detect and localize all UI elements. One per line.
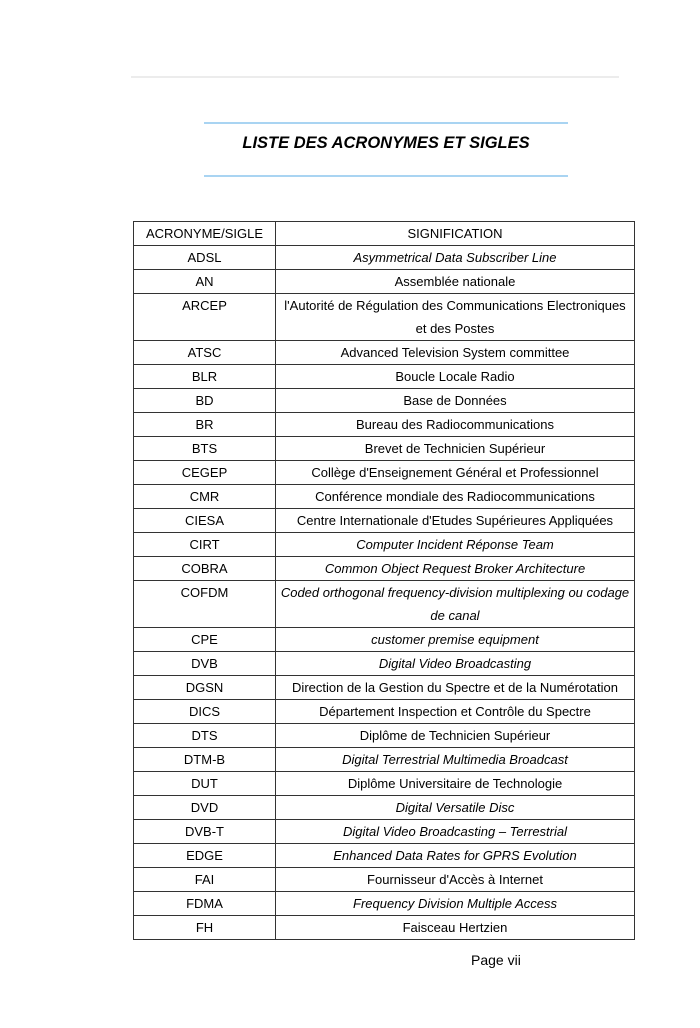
page-number: Page vii	[471, 952, 521, 968]
meaning-cell: Centre Internationale d'Etudes Supérieur…	[275, 508, 635, 533]
table-row: FAI Fournisseur d'Accès à Internet	[133, 867, 635, 892]
table-row: CIESA Centre Internationale d'Etudes Supé…	[133, 508, 635, 533]
meaning-cell: Fournisseur d'Accès à Internet	[275, 867, 635, 892]
acronym-cell: COBRA	[133, 556, 276, 581]
column-header-acronym: ACRONYME/SIGLE	[133, 221, 276, 246]
meaning-cell: Digital Terrestrial Multimedia Broadcast	[275, 747, 635, 772]
header-divider	[131, 76, 619, 78]
meaning-cell: Coded orthogonal frequency-division mult…	[275, 580, 635, 628]
acronym-cell: BTS	[133, 436, 276, 461]
table-row: AN Assemblée nationale	[133, 269, 635, 294]
acronym-cell: DVD	[133, 795, 276, 820]
table-row: DTM-B Digital Terrestrial Multimedia Broa…	[133, 747, 635, 772]
meaning-cell: Bureau des Radiocommunications	[275, 412, 635, 437]
acronym-cell: BR	[133, 412, 276, 437]
acronym-cell: CIRT	[133, 532, 276, 557]
acronym-table: ACRONYME/SIGLE SIGNIFICATION ADSL Asymmet…	[133, 221, 635, 940]
table-row: BLR Boucle Locale Radio	[133, 364, 635, 389]
table-row: COFDM Coded orthogonal frequency-division…	[133, 580, 635, 628]
table-row: CIRT Computer Incident Réponse Team	[133, 532, 635, 557]
acronym-cell: ARCEP	[133, 293, 276, 341]
table-row: CMR Conférence mondiale des Radiocommunic…	[133, 484, 635, 509]
acronym-cell: FAI	[133, 867, 276, 892]
acronym-cell: FH	[133, 915, 276, 940]
table-row: DVD Digital Versatile Disc	[133, 795, 635, 820]
table-row: DUT Diplôme Universitaire de Technologie	[133, 771, 635, 796]
meaning-cell: Faisceau Hertzien	[275, 915, 635, 940]
page-title: LISTE DES ACRONYMES ET SIGLES	[242, 134, 530, 152]
meaning-cell: Département Inspection et Contrôle du Sp…	[275, 699, 635, 724]
table-row: DGSN Direction de la Gestion du Spectre e…	[133, 675, 635, 700]
table-row: EDGE Enhanced Data Rates for GPRS Evoluti…	[133, 843, 635, 868]
meaning-cell: Enhanced Data Rates for GPRS Evolution	[275, 843, 635, 868]
acronym-cell: DVB-T	[133, 819, 276, 844]
table-row: FH Faisceau Hertzien	[133, 915, 635, 940]
table-header-row: ACRONYME/SIGLE SIGNIFICATION	[133, 221, 635, 246]
meaning-cell: Digital Video Broadcasting	[275, 651, 635, 676]
acronym-cell: ADSL	[133, 245, 276, 270]
meaning-cell: Base de Données	[275, 388, 635, 413]
table-row: DICS Département Inspection et Contrôle d…	[133, 699, 635, 724]
table-row: DTS Diplôme de Technicien Supérieur	[133, 723, 635, 748]
meaning-cell: l'Autorité de Régulation des Communicati…	[275, 293, 635, 341]
acronym-cell: BLR	[133, 364, 276, 389]
table-row: COBRA Common Object Request Broker Archit…	[133, 556, 635, 581]
meaning-cell: Common Object Request Broker Architectur…	[275, 556, 635, 581]
meaning-cell: Computer Incident Réponse Team	[275, 532, 635, 557]
table-row: FDMA Frequency Division Multiple Access	[133, 891, 635, 916]
table-row: DVB-T Digital Video Broadcasting – Terres…	[133, 819, 635, 844]
acronym-cell: DTS	[133, 723, 276, 748]
acronym-cell: CIESA	[133, 508, 276, 533]
table-row: BR Bureau des Radiocommunications	[133, 412, 635, 437]
meaning-cell: Digital Versatile Disc	[275, 795, 635, 820]
acronym-cell: CEGEP	[133, 460, 276, 485]
table-row: BD Base de Données	[133, 388, 635, 413]
acronym-cell: CMR	[133, 484, 276, 509]
acronym-cell: EDGE	[133, 843, 276, 868]
column-header-meaning: SIGNIFICATION	[275, 221, 635, 246]
meaning-cell: Asymmetrical Data Subscriber Line	[275, 245, 635, 270]
meaning-cell: Advanced Television System committee	[275, 340, 635, 365]
acronym-cell: ATSC	[133, 340, 276, 365]
meaning-cell: Brevet de Technicien Supérieur	[275, 436, 635, 461]
meaning-cell: Conférence mondiale des Radiocommunicati…	[275, 484, 635, 509]
acronym-cell: DICS	[133, 699, 276, 724]
meaning-cell: Digital Video Broadcasting – Terrestrial	[275, 819, 635, 844]
meaning-cell: Diplôme de Technicien Supérieur	[275, 723, 635, 748]
acronym-cell: DVB	[133, 651, 276, 676]
table-row: ARCEP l'Autorité de Régulation des Commun…	[133, 293, 635, 341]
meaning-cell: Diplôme Universitaire de Technologie	[275, 771, 635, 796]
title-rule-top	[204, 122, 568, 124]
table-row: CEGEP Collège d'Enseignement Général et P…	[133, 460, 635, 485]
acronym-cell: COFDM	[133, 580, 276, 628]
acronym-cell: DUT	[133, 771, 276, 796]
table-row: ADSL Asymmetrical Data Subscriber Line	[133, 245, 635, 270]
meaning-cell: Assemblée nationale	[275, 269, 635, 294]
meaning-cell: Frequency Division Multiple Access	[275, 891, 635, 916]
meaning-cell: Boucle Locale Radio	[275, 364, 635, 389]
meaning-cell: customer premise equipment	[275, 627, 635, 652]
acronym-cell: BD	[133, 388, 276, 413]
meaning-cell: Collège d'Enseignement Général et Profes…	[275, 460, 635, 485]
meaning-cell: Direction de la Gestion du Spectre et de…	[275, 675, 635, 700]
table-row: ATSC Advanced Television System committee	[133, 340, 635, 365]
table-row: CPE customer premise equipment	[133, 627, 635, 652]
acronym-cell: CPE	[133, 627, 276, 652]
acronym-cell: AN	[133, 269, 276, 294]
title-rule-bottom	[204, 175, 568, 177]
acronym-cell: DGSN	[133, 675, 276, 700]
acronym-cell: FDMA	[133, 891, 276, 916]
table-row: BTS Brevet de Technicien Supérieur	[133, 436, 635, 461]
table-row: DVB Digital Video Broadcasting	[133, 651, 635, 676]
acronym-cell: DTM-B	[133, 747, 276, 772]
